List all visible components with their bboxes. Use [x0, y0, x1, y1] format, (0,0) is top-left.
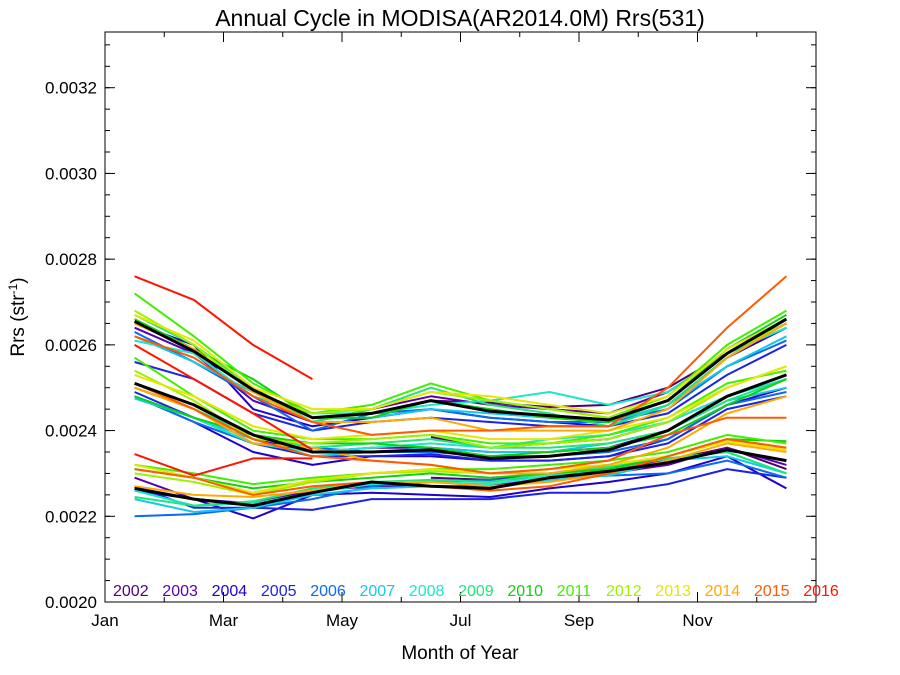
legend-entry-2015: 2015	[754, 583, 790, 600]
y-tick-label: 0.0022	[45, 507, 97, 526]
y-tick-label: 0.0020	[45, 593, 97, 612]
x-tick-label: Jan	[91, 611, 118, 630]
legend-entry-2013: 2013	[655, 583, 691, 600]
legend-entry-2006: 2006	[310, 583, 346, 600]
legend-entry-2016: 2016	[803, 583, 839, 600]
legend-entry-2008: 2008	[409, 583, 445, 600]
legend-entry-2002: 2002	[113, 583, 149, 600]
series-line-mean	[133, 317, 788, 422]
legend-entry-2007: 2007	[360, 583, 396, 600]
y-tick-label: 0.0024	[45, 422, 97, 441]
chart-title: Annual Cycle in MODISA(AR2014.0M) Rrs(53…	[215, 5, 705, 31]
x-tick-label: May	[326, 611, 359, 630]
series-line-2013	[134, 365, 787, 441]
legend-entry-2009: 2009	[458, 583, 494, 600]
x-tick-label: Jul	[450, 611, 472, 630]
legend-entry-2005: 2005	[261, 583, 297, 600]
y-tick-label: 0.0032	[45, 79, 97, 98]
legend: 2002 2003 2004 2005 2006 2007 2008 2009 2010 2011…	[113, 583, 839, 600]
legend-entry-2014: 2014	[705, 583, 741, 600]
legend-entry-2004: 2004	[212, 583, 248, 600]
series-layer	[133, 275, 788, 520]
x-axis-label: Month of Year	[401, 643, 519, 664]
series-line-2015	[134, 382, 787, 475]
series-line-2016	[134, 275, 313, 380]
x-tick-label: Mar	[209, 611, 239, 630]
legend-entry-2010: 2010	[507, 583, 543, 600]
plot-frame	[104, 31, 817, 603]
series-line-2007	[134, 335, 787, 423]
x-tick-label: Sep	[564, 611, 594, 630]
y-axis-label-close: )	[8, 277, 29, 283]
series-line-mean	[134, 373, 787, 460]
series-line-2016	[134, 453, 313, 477]
series-line-2015	[134, 275, 788, 436]
series-line-2014	[134, 442, 787, 498]
legend-entry-2012: 2012	[606, 583, 642, 600]
series-line-2013	[134, 313, 787, 415]
legend-entry-2011: 2011	[557, 583, 592, 600]
y-axis-label-superscript: -1	[6, 283, 20, 294]
y-axis: 0.0020 0.0022 0.0024 0.0026 0.0028 0.0030 0.00…	[45, 44, 816, 612]
y-tick-label: 0.0026	[45, 336, 97, 355]
x-axis: Jan Mar May Jul Sep Nov	[91, 32, 758, 630]
legend-entry-2003: 2003	[162, 583, 198, 600]
x-tick-label: Nov	[682, 611, 713, 630]
y-tick-label: 0.0028	[45, 250, 97, 269]
series-line-2008	[134, 378, 787, 453]
y-tick-label: 0.0030	[45, 164, 97, 183]
series-line-2016	[134, 344, 313, 451]
y-axis-label-main: Rrs (str	[8, 294, 29, 357]
series-line-mean	[134, 448, 787, 508]
y-axis-label: Rrs (str-1)	[6, 277, 29, 356]
series-line-2012	[134, 365, 787, 449]
